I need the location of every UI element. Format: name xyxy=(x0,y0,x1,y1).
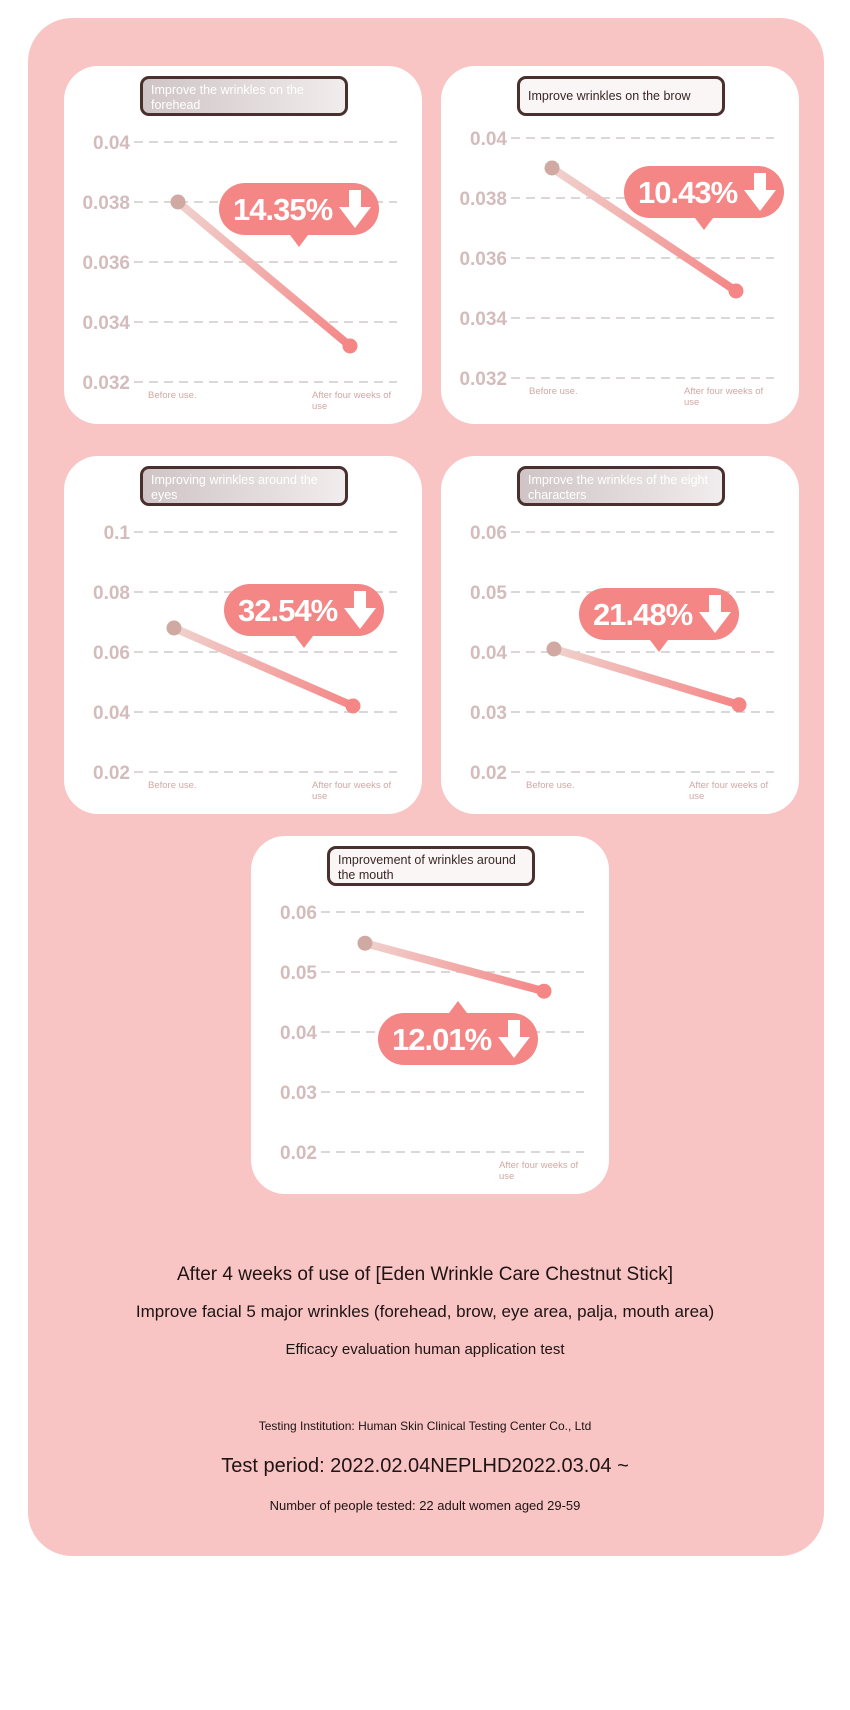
y-tick-label: 0.05 xyxy=(470,583,507,604)
data-point-before xyxy=(357,935,373,951)
series-line xyxy=(170,624,357,710)
percent-badge: 12.01% xyxy=(378,1001,538,1065)
x-category-label: Before use. xyxy=(148,390,197,401)
improvement-statement: Improve facial 5 major wrinkles (forehea… xyxy=(135,1302,715,1321)
chart-svg: 0.06 0.05 0.04 0.03 0.02 Before use. After fou… xyxy=(470,523,774,802)
down-arrow-icon xyxy=(339,190,371,228)
y-tick-label: 0.04 xyxy=(280,1023,317,1044)
y-tick-label: 0.02 xyxy=(93,763,130,784)
chart-title: Improve wrinkles on the brow xyxy=(517,76,725,116)
y-tick-label: 0.036 xyxy=(82,253,130,274)
series-line xyxy=(548,164,740,295)
chart-title: Improve the wrinkles on the forehead xyxy=(140,76,348,116)
number-of-subjects: Number of people tested: 22 adult women … xyxy=(269,1498,581,1513)
y-tick-label: 0.04 xyxy=(470,643,507,664)
y-tick-label: 0.02 xyxy=(470,763,507,784)
down-arrow-icon xyxy=(699,595,731,633)
chart-svg: 0.04 0.038 0.036 0.034 0.032 Before use. After… xyxy=(82,133,397,412)
y-tick-label: 0.04 xyxy=(93,703,130,724)
chart-card-eight-characters: 0.06 0.05 0.04 0.03 0.02 Before use. After fou… xyxy=(441,456,799,814)
y-tick-label: 0.032 xyxy=(82,373,130,394)
data-point-after xyxy=(345,698,361,714)
series-line xyxy=(550,645,743,709)
x-category-label: After four weeks of use xyxy=(312,390,392,412)
y-tick-label: 0.02 xyxy=(280,1143,317,1164)
y-tick-label: 0.032 xyxy=(459,369,507,390)
y-tick-label: 0.06 xyxy=(470,523,507,544)
data-point-after xyxy=(728,283,744,299)
percent-badge: 32.54% xyxy=(224,584,384,648)
chart-svg: 0.06 0.05 0.04 0.03 0.02 After four weeks of u… xyxy=(280,903,584,1182)
y-tick-label: 0.038 xyxy=(82,193,130,214)
data-point-before xyxy=(544,160,560,176)
chart-svg: 0.04 0.038 0.036 0.034 0.032 Before use. After… xyxy=(459,129,784,408)
x-category-label: Before use. xyxy=(526,780,575,791)
testing-institution: Testing Institution: Human Skin Clinical… xyxy=(258,1419,592,1433)
x-category-label: After four weeks of use xyxy=(312,780,392,802)
x-category-label: After four weeks of use xyxy=(684,386,764,408)
percent-badge: 14.35% xyxy=(219,183,379,247)
data-point-after xyxy=(731,697,747,713)
data-point-before xyxy=(170,194,186,210)
y-tick-label: 0.04 xyxy=(93,133,130,154)
percent-badge-value: 10.43% xyxy=(638,175,738,210)
chart-title: Improving wrinkles around the eyes xyxy=(140,466,348,506)
data-point-after xyxy=(536,983,552,999)
chart-card-forehead: 0.04 0.038 0.036 0.034 0.032 Before use. After… xyxy=(64,66,422,424)
test-type: Efficacy evaluation human application te… xyxy=(285,1341,565,1358)
down-arrow-icon xyxy=(744,173,776,211)
x-category-label: Before use. xyxy=(529,386,578,397)
percent-badge: 10.43% xyxy=(624,166,784,230)
chart-svg: 0.1 0.08 0.06 0.04 0.02 Before use. After four… xyxy=(93,523,397,802)
y-tick-label: 0.03 xyxy=(470,703,507,724)
y-tick-label: 0.04 xyxy=(470,129,507,150)
chart-card-brow: 0.04 0.038 0.036 0.034 0.032 Before use. After… xyxy=(441,66,799,424)
percent-badge: 21.48% xyxy=(579,588,739,652)
x-category-label: Before use. xyxy=(148,780,197,791)
chart-card-mouth: 0.06 0.05 0.04 0.03 0.02 After four weeks of u… xyxy=(251,836,609,1194)
data-point-after xyxy=(342,338,358,354)
series-line xyxy=(361,939,548,996)
percent-badge-value: 32.54% xyxy=(238,593,338,628)
y-tick-label: 0.034 xyxy=(82,313,130,334)
product-statement: After 4 weeks of use of [Eden Wrinkle Ca… xyxy=(177,1264,673,1285)
chart-title: Improve the wrinkles of the eight charac… xyxy=(517,466,725,506)
series-line xyxy=(174,198,354,350)
y-tick-label: 0.038 xyxy=(459,189,507,210)
y-tick-label: 0.1 xyxy=(104,523,131,544)
data-point-before xyxy=(546,641,562,657)
test-period: Test period: 2022.02.04NEPLHD2022.03.04 … xyxy=(221,1455,629,1477)
y-tick-label: 0.03 xyxy=(280,1083,317,1104)
chart-title: Improvement of wrinkles around the mouth xyxy=(327,846,535,886)
percent-badge-value: 21.48% xyxy=(593,597,693,632)
x-category-label: After four weeks of use xyxy=(499,1160,579,1182)
chart-card-eyes: 0.1 0.08 0.06 0.04 0.02 Before use. After four… xyxy=(64,456,422,814)
down-arrow-icon xyxy=(344,591,376,629)
data-point-before xyxy=(166,620,182,636)
percent-badge-value: 14.35% xyxy=(233,192,333,227)
y-tick-label: 0.06 xyxy=(280,903,317,924)
x-category-label: After four weeks of use xyxy=(689,780,769,802)
y-tick-label: 0.034 xyxy=(459,309,507,330)
down-arrow-icon xyxy=(498,1020,530,1058)
y-tick-label: 0.05 xyxy=(280,963,317,984)
percent-badge-value: 12.01% xyxy=(392,1022,492,1057)
y-tick-label: 0.08 xyxy=(93,583,130,604)
y-tick-label: 0.06 xyxy=(93,643,130,664)
y-tick-label: 0.036 xyxy=(459,249,507,270)
